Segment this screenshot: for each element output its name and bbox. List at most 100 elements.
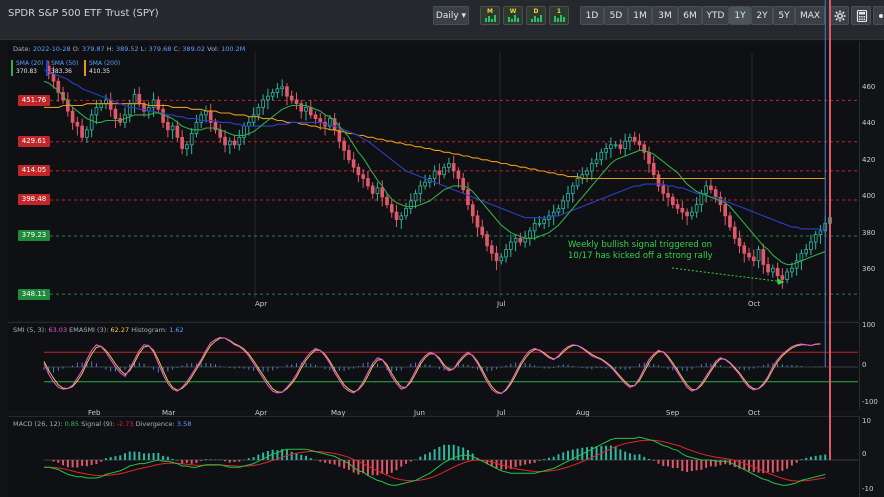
sma50-legend: SMA (50) 383.36 <box>46 60 78 76</box>
candle-body <box>199 114 204 123</box>
macd-label: MACD (26, 12): <box>13 420 63 428</box>
month-tick: Feb <box>88 409 101 417</box>
chart-style-daily-button[interactable]: D <box>526 6 546 25</box>
chart-style-weekly-button[interactable]: W <box>503 6 523 25</box>
candle-body <box>556 207 561 213</box>
macd-value: 0.85 <box>64 420 80 428</box>
range-ytd-button[interactable]: YTD <box>702 6 729 25</box>
candle-body <box>356 166 361 176</box>
calculator-icon <box>856 10 868 22</box>
candle-body <box>732 226 737 239</box>
candle-body <box>104 99 108 105</box>
chart-style-label: W <box>509 8 517 15</box>
date-value: 2022-10-28 <box>32 45 71 53</box>
ohlc-readout: Date: 2022-10-28 O: 379.87 H: 389.52 L: … <box>13 45 245 53</box>
candle-body <box>670 196 675 206</box>
candle-body <box>204 110 208 116</box>
price-panel[interactable] <box>8 42 860 320</box>
level-tag: 398.48 <box>18 194 50 206</box>
candle-body <box>537 222 542 225</box>
candle-body <box>518 237 523 243</box>
smi-panel[interactable] <box>8 322 860 410</box>
candle-body <box>666 193 670 198</box>
candle-body <box>275 88 280 93</box>
range-3m-button[interactable]: 3M <box>652 6 678 25</box>
candle-body <box>456 170 461 179</box>
annotation-text: Weekly bullish signal triggered on 10/17… <box>568 240 713 261</box>
candle-body <box>813 234 818 243</box>
range-1d-button[interactable]: 1D <box>580 6 604 25</box>
candle-body <box>699 193 704 206</box>
candle-body <box>551 211 556 217</box>
date-label: Date: <box>13 45 31 53</box>
range-5d-button[interactable]: 5D <box>604 6 628 25</box>
low-value: 379.68 <box>148 45 172 53</box>
month-tick: Jul <box>497 300 506 308</box>
candle-body <box>289 95 294 101</box>
sma200-legend: SMA (200) 410.35 <box>84 60 120 76</box>
range-5y-button[interactable]: 5Y <box>773 6 795 25</box>
candle-body <box>661 185 666 194</box>
candle-body <box>337 129 342 142</box>
sma20-name: SMA (20) <box>16 60 44 67</box>
candle-body <box>56 80 61 93</box>
candle-body <box>589 163 594 172</box>
candle-body <box>237 136 242 146</box>
candle-body <box>304 106 308 112</box>
range-6m-button[interactable]: 6M <box>678 6 702 25</box>
candle-body <box>704 185 708 194</box>
candle-body <box>809 241 813 250</box>
calculator-button[interactable] <box>851 6 871 25</box>
candle-body <box>408 200 413 209</box>
chart-style-intraday-button[interactable]: 1 <box>549 6 569 25</box>
range-1m-button[interactable]: 1M <box>628 6 652 25</box>
candle-body <box>413 193 418 202</box>
candle-body <box>342 140 346 151</box>
sma200-line <box>44 103 826 180</box>
level-tag: 429.61 <box>18 136 50 148</box>
candle-body <box>499 256 504 262</box>
candle-body <box>690 211 694 217</box>
range-1y-button[interactable]: 1Y <box>729 6 751 25</box>
candle-body <box>818 230 823 235</box>
app-title: SPDR S&P 500 ETF Trust (SPY) <box>8 8 159 19</box>
candle-body <box>637 140 642 146</box>
candle-body <box>509 241 513 250</box>
candle-body <box>790 267 794 273</box>
candle-body <box>651 163 656 176</box>
candle-body <box>108 99 113 110</box>
chart-style-label: D <box>533 8 539 15</box>
candle-body <box>375 187 380 194</box>
candle-body <box>285 86 289 97</box>
emasmi-line <box>43 337 821 394</box>
candle-body <box>232 140 237 146</box>
open-value: 379.87 <box>81 45 105 53</box>
price-tick: 460 <box>862 83 876 91</box>
candle-body <box>628 136 632 142</box>
candle-body <box>213 121 218 131</box>
candle-body <box>766 264 770 273</box>
candle-body <box>575 178 580 187</box>
candle-body <box>194 121 199 134</box>
candle-body <box>189 133 194 146</box>
candle-body <box>570 185 575 194</box>
month-tick: Apr <box>255 409 268 417</box>
sma20-value: 370.83 <box>16 68 37 75</box>
candle-body <box>647 151 651 164</box>
range-2y-button[interactable]: 2Y <box>751 6 773 25</box>
range-max-button[interactable]: MAX <box>795 6 825 25</box>
smi-tick: -100 <box>862 398 878 406</box>
share-button[interactable] <box>873 6 884 25</box>
interval-dropdown[interactable]: Daily ▾ <box>433 6 469 25</box>
candle-body <box>361 174 365 179</box>
candle-body <box>327 118 332 127</box>
candle-body <box>447 163 451 168</box>
month-tick: Jul <box>497 409 506 417</box>
candle-body <box>175 125 180 138</box>
chart-style-monthly-button[interactable]: M <box>480 6 500 25</box>
candle-body <box>737 237 742 247</box>
sma20-legend: SMA (20) 370.83 <box>11 60 43 76</box>
histogram-value: 1.62 <box>169 326 184 334</box>
candle-body <box>156 99 161 110</box>
month-tick: Mar <box>162 409 176 417</box>
